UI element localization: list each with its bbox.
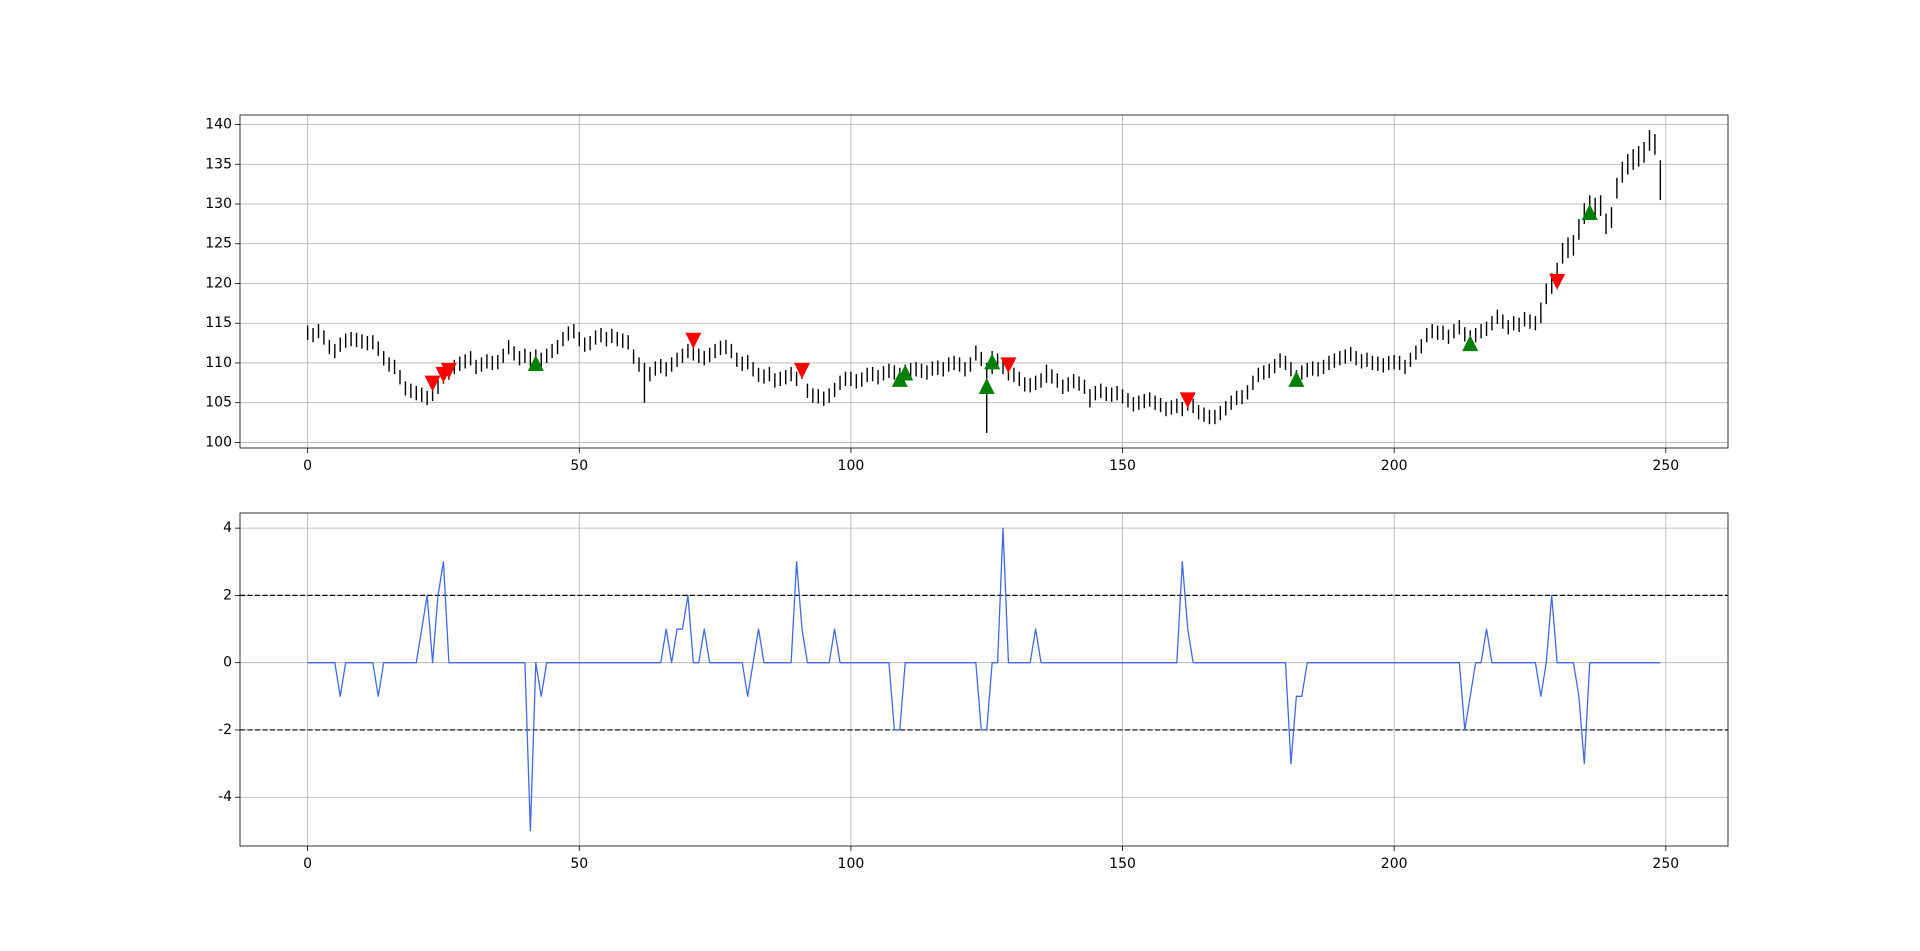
x-tick-label: 150	[1109, 856, 1136, 872]
x-tick-label: 0	[303, 458, 312, 474]
x-tick-label: 250	[1652, 458, 1679, 474]
buy-marker	[984, 353, 1001, 370]
y-tick-label: 115	[205, 315, 232, 331]
buy-marker	[978, 378, 995, 395]
y-tick-label: 2	[223, 587, 232, 603]
buy-marker	[527, 354, 544, 371]
y-tick-label: 110	[205, 355, 232, 371]
x-tick-label: 50	[570, 458, 588, 474]
x-tick-label: 0	[303, 856, 312, 872]
y-tick-label: 125	[205, 236, 232, 252]
x-tick-label: 150	[1109, 458, 1136, 474]
sell-marker	[1000, 357, 1017, 374]
y-tick-label: 4	[223, 520, 232, 536]
buy-marker	[1581, 203, 1598, 220]
axes-frame	[239, 114, 1729, 449]
y-tick-label: 130	[205, 196, 232, 212]
y-tick-label: -4	[218, 789, 232, 805]
x-tick-label: 200	[1381, 856, 1408, 872]
y-tick-label: 100	[205, 434, 232, 450]
x-tick-label: 100	[838, 458, 865, 474]
sell-marker	[1549, 273, 1566, 290]
buy-marker	[1288, 370, 1305, 387]
sell-marker	[440, 362, 457, 379]
sell-marker	[685, 332, 702, 349]
x-tick-label: 200	[1381, 458, 1408, 474]
y-tick-label: 0	[223, 655, 232, 671]
y-tick-label: 120	[205, 275, 232, 291]
sell-marker	[1179, 392, 1196, 409]
x-tick-label: 50	[570, 856, 588, 872]
x-tick-label: 250	[1652, 856, 1679, 872]
y-tick-label: 105	[205, 395, 232, 411]
axes-frame	[239, 512, 1729, 847]
signal-line	[307, 527, 1661, 832]
buy-marker	[1462, 335, 1479, 352]
y-tick-label: 135	[205, 156, 232, 172]
y-tick-label: 140	[205, 117, 232, 133]
sell-marker	[794, 362, 811, 379]
x-tick-label: 100	[838, 856, 865, 872]
buy-marker	[897, 364, 914, 381]
y-tick-label: -2	[218, 722, 232, 738]
sell-marker	[424, 375, 441, 392]
